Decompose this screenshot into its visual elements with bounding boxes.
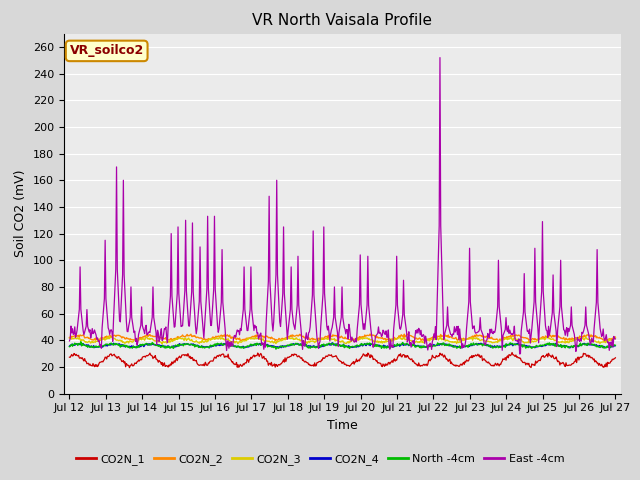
Title: VR North Vaisala Profile: VR North Vaisala Profile [252, 13, 433, 28]
X-axis label: Time: Time [327, 419, 358, 432]
Y-axis label: Soil CO2 (mV): Soil CO2 (mV) [15, 170, 28, 257]
Legend: CO2N_1, CO2N_2, CO2N_3, CO2N_4, North -4cm, East -4cm: CO2N_1, CO2N_2, CO2N_3, CO2N_4, North -4… [72, 450, 568, 469]
Text: VR_soilco2: VR_soilco2 [70, 44, 144, 58]
